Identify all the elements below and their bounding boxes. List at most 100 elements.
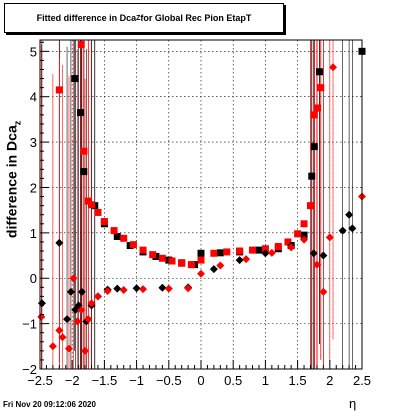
data-point-diamond — [81, 346, 90, 355]
x-tick-label: −1 — [129, 373, 144, 388]
data-point-square — [317, 84, 325, 92]
y-tick-label: 4 — [30, 90, 37, 105]
y-tick-label: −2 — [22, 362, 37, 377]
y-tick-label: 0 — [30, 271, 37, 286]
data-point-square — [129, 241, 137, 249]
data-point-diamond — [329, 63, 338, 72]
data-point-square — [94, 208, 102, 216]
data-point-square — [313, 104, 321, 112]
x-tick-label: −2 — [65, 373, 80, 388]
x-tick-label: 1.5 — [289, 373, 307, 388]
data-point-diamond — [267, 248, 276, 257]
data-point-square — [55, 86, 63, 94]
data-point-square — [310, 111, 318, 119]
title-sub: Z — [136, 14, 141, 22]
data-point-diamond — [87, 299, 96, 308]
data-point-diamond — [37, 312, 46, 321]
data-point-diamond — [338, 226, 347, 235]
data-point-diamond — [73, 317, 82, 326]
data-point-square — [236, 247, 244, 255]
data-point-square — [120, 234, 128, 242]
data-point-diamond — [48, 342, 57, 351]
data-point-square — [308, 172, 316, 180]
y-tick-label: 3 — [30, 135, 37, 150]
data-point-square — [77, 109, 85, 117]
y-tick-label: 1 — [30, 226, 37, 241]
y-tick-label: 5 — [30, 44, 37, 59]
data-point-diamond — [139, 285, 148, 294]
data-markers — [37, 41, 366, 355]
y-axis-label-sub: z — [12, 120, 23, 126]
data-point-diamond — [309, 249, 318, 258]
data-point-diamond — [66, 287, 75, 296]
data-point-square — [77, 41, 85, 49]
data-point-diamond — [242, 255, 251, 264]
data-point-diamond — [113, 284, 122, 293]
y-tick-label: 2 — [30, 180, 37, 195]
data-point-square — [306, 202, 314, 210]
y-axis-label-text: difference in Dca — [3, 125, 20, 239]
data-point-diamond — [209, 265, 218, 274]
y-tick-label: −1 — [22, 317, 37, 332]
x-tick-label: −0.5 — [156, 373, 182, 388]
data-point-diamond — [235, 256, 244, 265]
x-axis-label: η — [349, 396, 357, 411]
x-tick-label: −2.5 — [27, 373, 53, 388]
chart-title: Fitted difference in Dca Z for Global Rec… — [4, 3, 284, 33]
data-point-square — [249, 246, 257, 254]
data-point-square — [216, 249, 224, 257]
data-point-square — [197, 256, 205, 264]
data-point-diamond — [164, 284, 173, 293]
data-point-square — [71, 75, 79, 83]
x-tick-label: 0.5 — [224, 373, 242, 388]
data-point-diamond — [93, 292, 102, 301]
data-point-diamond — [55, 238, 64, 247]
data-point-square — [310, 143, 318, 151]
data-point-diamond — [348, 224, 357, 233]
data-point-diamond — [312, 260, 321, 269]
data-point-square — [113, 232, 121, 240]
data-point-square — [110, 227, 118, 235]
data-point-diamond — [300, 235, 309, 244]
title-main: Fitted difference in Dca — [36, 13, 137, 23]
data-point-diamond — [103, 286, 112, 295]
data-point-square — [294, 230, 302, 238]
data-point-square — [80, 168, 88, 176]
x-tick-label: 2 — [326, 373, 333, 388]
data-point-square — [187, 261, 195, 269]
data-point-square — [149, 251, 157, 259]
data-point-square — [261, 245, 269, 253]
x-tick-label: 0 — [197, 373, 204, 388]
data-point-square — [80, 147, 88, 155]
data-point-square — [315, 68, 323, 76]
data-point-square — [178, 259, 186, 267]
data-point-diamond — [287, 243, 296, 252]
x-tick-label: 1 — [262, 373, 269, 388]
data-point-square — [168, 257, 176, 265]
data-point-diamond — [197, 269, 205, 278]
data-point-square — [274, 242, 282, 250]
x-tick-label: 2.5 — [353, 373, 371, 388]
data-point-diamond — [132, 284, 141, 293]
data-point-diamond — [319, 287, 328, 296]
axis-ticks — [39, 41, 363, 370]
data-point-diamond — [69, 274, 78, 283]
data-point-square — [255, 246, 263, 254]
data-point-diamond — [77, 306, 86, 315]
data-point-square — [300, 220, 308, 228]
data-point-diamond — [84, 315, 93, 324]
data-point-square — [210, 249, 218, 257]
data-point-diamond — [55, 326, 64, 335]
data-point-diamond — [216, 261, 225, 270]
data-point-square — [88, 201, 96, 209]
data-point-diamond — [77, 287, 86, 296]
data-point-diamond — [261, 249, 270, 258]
title-rest: for Global Rec Pion EtapT — [140, 13, 252, 23]
timestamp: Fri Nov 20 09:12:06 2020 — [3, 400, 96, 409]
y-axis-label: difference in Dcaz — [4, 114, 23, 244]
data-point-square — [139, 246, 147, 254]
data-point-diamond — [58, 333, 67, 342]
data-point-diamond — [158, 283, 167, 292]
data-point-square — [197, 249, 205, 257]
